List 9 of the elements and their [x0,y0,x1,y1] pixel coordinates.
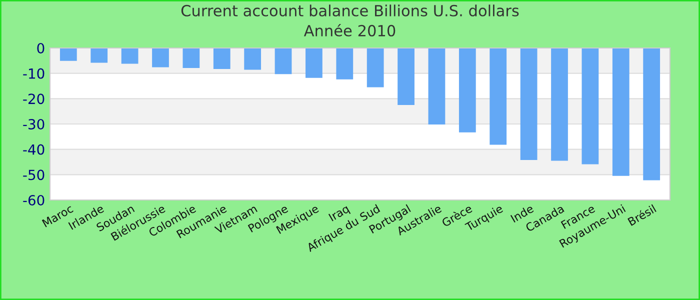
y-tick-label: -50 [23,170,44,180]
chart-title: Current account balance Billions U.S. dollars [181,4,519,16]
y-tick-label: -30 [23,118,44,130]
y-tick-label: -40 [23,144,44,155]
y-tick-label: -20 [23,94,44,104]
y-tick-label: -60 [23,194,44,206]
y-tick-label: -10 [23,68,44,79]
chart-subtitle: Année 2010 [304,24,396,36]
y-tick-label: 0 [37,42,44,54]
